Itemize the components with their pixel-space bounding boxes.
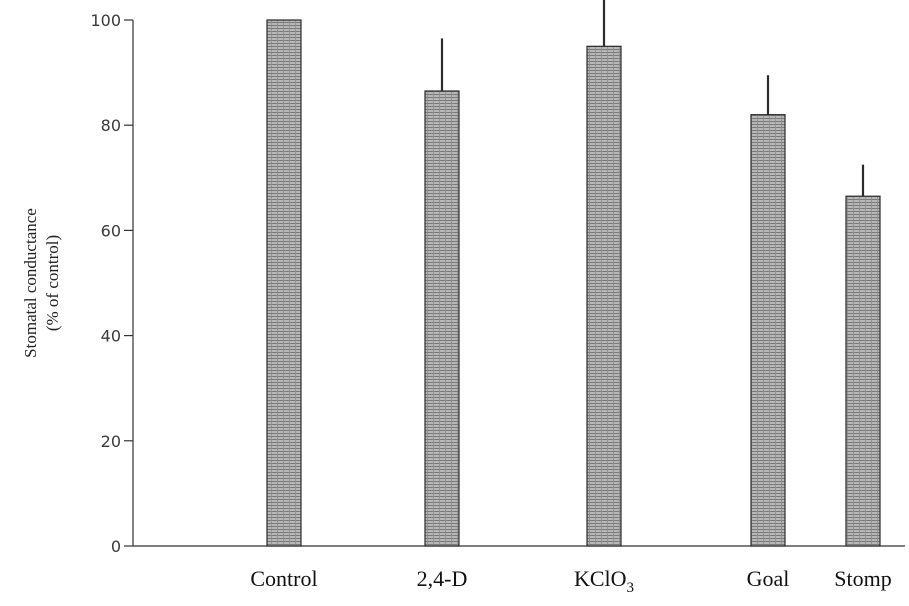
x-category-text: 2,4-D: [417, 566, 468, 591]
bar: [266, 19, 302, 547]
chart-bars: [266, 0, 881, 547]
chart-labels: 0 20 40 60 80 100 Stomatal conductance (% of co…: [21, 11, 892, 596]
x-category-label: Goal: [747, 566, 790, 591]
x-category-text: Stomp: [834, 566, 891, 591]
y-tick-label: 20: [101, 432, 121, 451]
x-category-text: Goal: [747, 566, 790, 591]
x-category-label: Stomp: [834, 566, 891, 591]
x-category-subscript: 3: [627, 580, 635, 596]
y-axis-label-line2: (% of control): [43, 235, 62, 331]
y-tick-label: 80: [101, 116, 121, 135]
y-tick-label: 0: [111, 537, 121, 556]
y-axis-label-line1: Stomatal conductance: [21, 208, 40, 358]
bar: [845, 195, 881, 547]
x-category-text: KClO: [574, 566, 627, 591]
y-tick-label: 60: [101, 221, 121, 240]
x-category-label: 2,4-D: [417, 566, 468, 591]
x-category-label: Control: [250, 566, 317, 591]
x-category-label: KClO3: [574, 566, 634, 596]
chart-axes: [124, 19, 905, 547]
bar: [750, 114, 786, 547]
y-tick-label: 100: [90, 11, 121, 30]
y-axis-label: Stomatal conductance (% of control): [21, 208, 62, 358]
y-tick-label: 40: [101, 327, 121, 346]
bar: [586, 45, 622, 547]
bar: [424, 90, 460, 547]
x-category-text: Control: [250, 566, 317, 591]
